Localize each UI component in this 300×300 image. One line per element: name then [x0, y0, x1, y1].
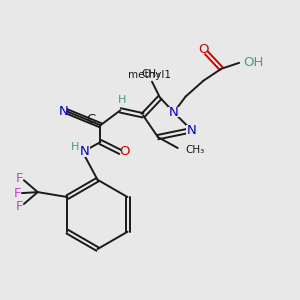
Bar	[76, 147, 90, 157]
Text: N: N	[80, 146, 89, 158]
Text: F: F	[16, 200, 24, 214]
Text: CH₃: CH₃	[186, 145, 205, 155]
Text: CH₃: CH₃	[141, 69, 160, 79]
Text: N: N	[169, 106, 179, 119]
Text: N: N	[59, 105, 69, 118]
Text: O: O	[119, 146, 130, 158]
Text: F: F	[16, 172, 24, 185]
Bar	[186, 125, 198, 135]
Text: C: C	[86, 113, 95, 126]
Text: O: O	[198, 44, 209, 56]
Text: OH: OH	[243, 56, 263, 69]
Bar	[168, 107, 180, 117]
Text: F: F	[14, 187, 22, 200]
Text: H: H	[118, 95, 126, 106]
Text: N: N	[187, 124, 196, 137]
Text: H: H	[70, 142, 79, 152]
Text: methyl1: methyl1	[128, 70, 172, 80]
